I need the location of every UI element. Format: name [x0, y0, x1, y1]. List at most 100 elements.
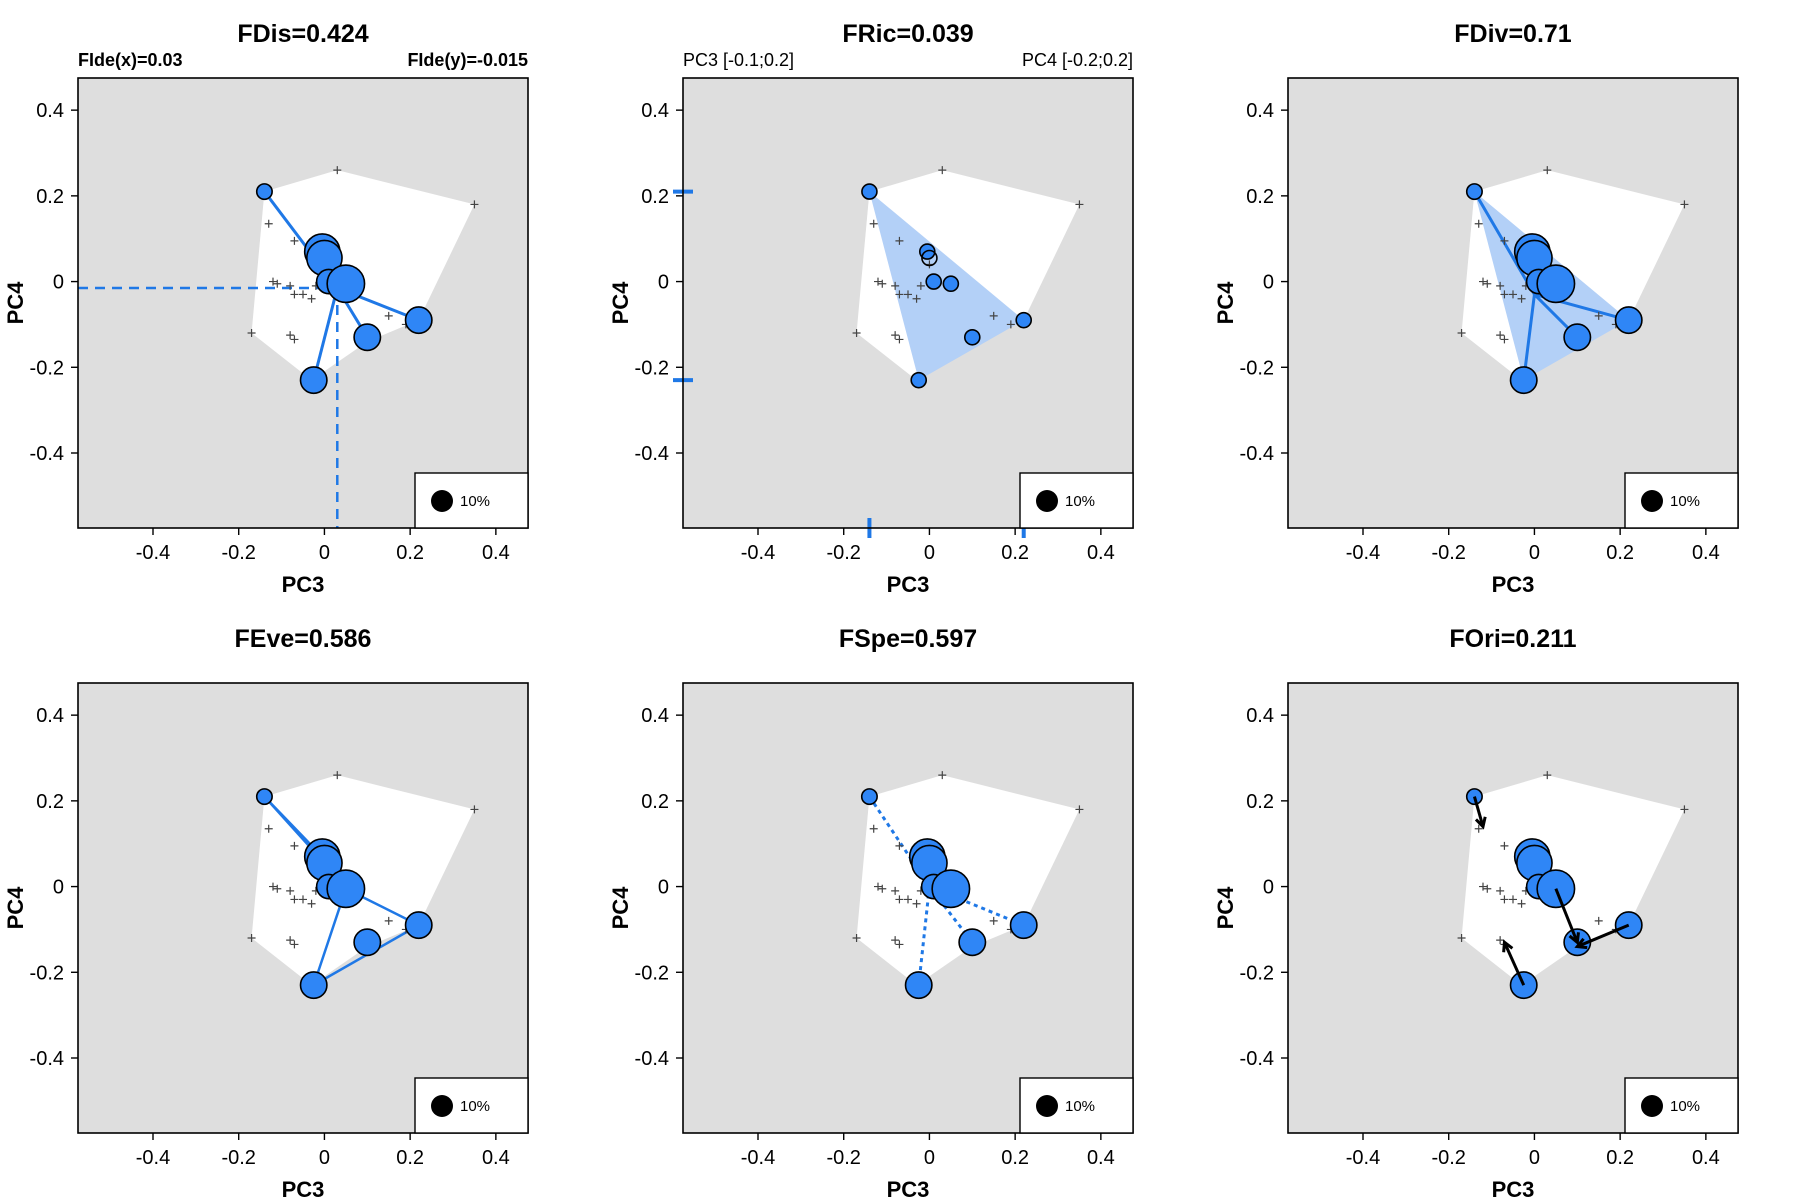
pool-cross — [264, 219, 273, 228]
x-tick-label: -0.4 — [741, 1147, 775, 1169]
y-tick-label: -0.4 — [30, 443, 64, 465]
pool-cross — [852, 934, 861, 942]
pool-cross — [1500, 895, 1509, 904]
y-axis-label: PC4 — [1213, 886, 1238, 930]
specialization-line — [917, 886, 931, 986]
pool-cross — [989, 311, 998, 320]
panel-title: FDis=0.424 — [237, 20, 368, 48]
x-tick-label: -0.2 — [1431, 1147, 1465, 1169]
pool-cross — [938, 771, 947, 780]
pool-cross — [286, 936, 295, 945]
y-axis-label: PC4 — [1213, 281, 1238, 325]
x-tick-label: -0.2 — [221, 1147, 255, 1169]
y-tick-label: 0.2 — [641, 791, 669, 813]
species-point — [1536, 264, 1576, 304]
plot-frame — [77, 77, 529, 529]
pool-cross — [891, 936, 900, 945]
y-tick-label: -0.2 — [1240, 962, 1274, 984]
species-point — [1009, 911, 1038, 940]
pool-cross — [299, 290, 307, 299]
pool-cross — [273, 279, 282, 288]
x-axis-label: PC3 — [887, 1177, 930, 1200]
species-point — [404, 306, 433, 335]
pool-cross — [1517, 899, 1526, 908]
pool-cross — [1543, 771, 1552, 780]
x-tick-label: 0.2 — [1001, 542, 1029, 564]
pool-cross — [904, 895, 912, 904]
pool-cross — [1509, 290, 1517, 299]
species-point — [925, 273, 943, 290]
species-point — [963, 328, 981, 346]
pool-cross — [470, 805, 479, 814]
pool-cross — [384, 311, 393, 320]
legend-size-marker — [1036, 490, 1058, 512]
x-tick-label: 0.2 — [396, 1147, 424, 1169]
pool-cross — [874, 882, 882, 891]
pool-cross — [290, 236, 299, 245]
panel-specialization: 10% -0.4 -0.2 0 0.2 0.4 -0.4 -0.2 0 0.2 0.4 PC3 PC4 F… — [608, 625, 1134, 1200]
pool-cross — [916, 281, 925, 290]
pool-cross — [1500, 236, 1509, 245]
y-tick-label: 0 — [658, 272, 669, 294]
divergence-line — [1522, 294, 1536, 381]
y-tick-label: -0.4 — [1240, 1048, 1274, 1070]
y-tick-label: -0.4 — [635, 443, 669, 465]
pool-cross — [1496, 281, 1505, 290]
x-tick-label: 0.2 — [1001, 1147, 1029, 1169]
species-point — [1614, 306, 1643, 335]
x-tick-label: 0.4 — [1087, 1147, 1115, 1169]
pool-cross — [1500, 290, 1509, 299]
pool-cross — [869, 219, 878, 228]
pool-cross — [264, 824, 273, 833]
y-tick-label: -0.2 — [635, 357, 669, 379]
x-tick-label: 0.4 — [1087, 542, 1115, 564]
corner-left-label: PC3 [-0.1;0.2] — [683, 50, 794, 70]
x-axis-label: PC3 — [887, 572, 930, 597]
pool-cross — [904, 290, 912, 299]
pool-cross — [307, 899, 316, 908]
arrow-head — [1502, 939, 1514, 953]
pool-cross — [1075, 805, 1084, 814]
legend-size-marker — [1036, 1095, 1058, 1117]
pool-cross — [852, 329, 861, 337]
pool-cross — [912, 899, 921, 908]
y-tick-label: -0.2 — [30, 357, 64, 379]
pool-cross — [290, 290, 299, 299]
pool-cross — [895, 940, 904, 949]
pool-cross — [1483, 884, 1492, 893]
originality-arrow — [1472, 796, 1485, 827]
species-point — [1614, 911, 1643, 940]
pool-cross — [286, 331, 295, 340]
legend-label: 10% — [1065, 493, 1095, 510]
y-tick-label: 0.2 — [1246, 186, 1274, 208]
x-tick-label: 0.2 — [1606, 542, 1634, 564]
species-point — [1509, 971, 1538, 1000]
x-tick-label: 0.4 — [482, 542, 510, 564]
pool-cross — [307, 294, 316, 303]
species-point — [1563, 323, 1592, 352]
panel-richness: 10% -0.4 -0.2 0 0.2 0.4 -0.4 -0.2 0 0.2 0.4 PC3 PC4 F… — [608, 20, 1134, 597]
pool-cross — [895, 236, 904, 245]
pool-cross — [989, 916, 998, 925]
pool-cross — [1680, 805, 1689, 814]
species-point — [299, 366, 328, 395]
x-tick-label: 0 — [924, 542, 935, 564]
pool-cross — [286, 886, 295, 895]
pool-cross — [247, 934, 256, 942]
y-axis-label: PC4 — [3, 281, 28, 325]
pool-cross — [290, 895, 299, 904]
legend-size-marker — [1641, 490, 1663, 512]
species-point — [353, 323, 382, 352]
originality-arrow — [1554, 888, 1579, 943]
legend-size-marker — [1641, 1095, 1663, 1117]
y-tick-label: 0 — [53, 272, 64, 294]
y-tick-label: 0.4 — [641, 705, 669, 727]
species-point — [1015, 311, 1033, 329]
pool-cross — [891, 281, 900, 290]
pool-cross — [1483, 279, 1492, 288]
pool-cross — [1517, 294, 1526, 303]
panel-title: FEve=0.586 — [235, 625, 372, 653]
panel-originality: 10% -0.4 -0.2 0 0.2 0.4 -0.4 -0.2 0 0.2 0.4 PC3 PC4 F… — [1213, 625, 1739, 1200]
pool-cross — [384, 916, 393, 925]
